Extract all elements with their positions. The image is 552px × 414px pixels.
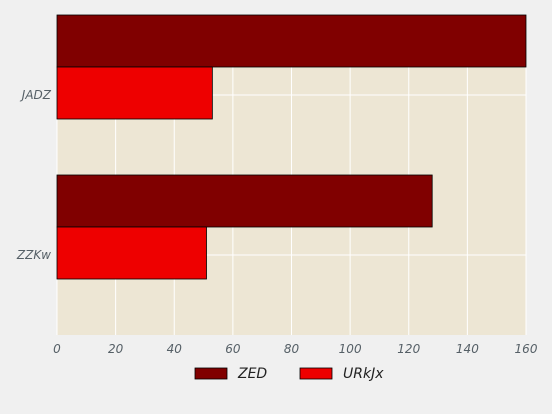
bar-ZED-ZZKw <box>56 174 433 228</box>
legend: ZED URkJx <box>194 366 384 382</box>
bar-ZED-JADZ <box>56 14 527 68</box>
x-tick-label: 80 <box>284 342 300 356</box>
x-tick-label: 0 <box>53 342 61 356</box>
legend-swatch-ZED <box>194 367 228 380</box>
x-tick-label: 40 <box>167 342 183 356</box>
x-tick-label: 60 <box>225 342 241 356</box>
x-axis-tick-labels: 0 20 40 60 80 100 120 140 160 <box>53 342 538 356</box>
bar-URkJx-JADZ <box>56 66 213 120</box>
bars <box>56 14 527 280</box>
legend-label-URkJx: URkJx <box>343 366 384 382</box>
x-tick-label: 140 <box>456 342 479 356</box>
x-tick-label: 120 <box>397 342 420 356</box>
y-tick-label: JADZ <box>20 88 52 102</box>
legend-label-ZED: ZED <box>237 366 267 382</box>
x-tick-label: 100 <box>339 342 362 356</box>
legend-swatch-URkJx <box>299 367 333 380</box>
y-axis-tick-labels: JADZ ZZKw <box>16 88 52 262</box>
y-tick-label: ZZKw <box>16 248 51 262</box>
x-tick-label: 20 <box>108 342 124 356</box>
x-tick-label: 160 <box>515 342 538 356</box>
bar-URkJx-ZZKw <box>56 226 207 280</box>
